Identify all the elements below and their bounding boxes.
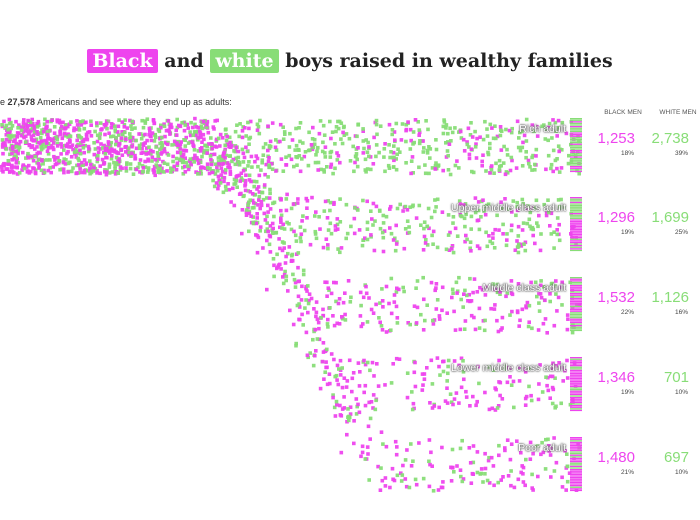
band-end-cap-3	[570, 357, 582, 412]
black-count-label: 1,480	[597, 449, 635, 466]
white-percent-label: 10%	[674, 469, 688, 476]
black-percent-label: 19%	[620, 389, 634, 396]
black-percent-label: 18%	[620, 150, 634, 157]
white-percent-label: 16%	[674, 309, 688, 316]
white-count-label: 701	[663, 369, 689, 386]
title-rest: boys raised in wealthy families	[285, 50, 613, 72]
band-label: Poor adult	[518, 441, 566, 454]
black-count-label: 1,296	[597, 209, 635, 226]
black-count-label: 1,346	[597, 369, 635, 386]
subtitle-prefix: e	[0, 97, 6, 107]
band-end-cap-2	[570, 277, 582, 332]
band-label: Upper middle class adult	[451, 201, 566, 214]
band-label: Rich adult	[519, 123, 566, 135]
black-percent-label: 22%	[620, 309, 634, 316]
white-count-label: 1,126	[651, 289, 689, 306]
white-count-label: 697	[663, 449, 689, 466]
black-count-label: 1,532	[597, 289, 635, 306]
subtitle-suffix: Americans and see where they end up as a…	[37, 97, 232, 107]
band-end-cap-1	[570, 197, 582, 252]
title-white-highlight: white	[210, 49, 279, 73]
white-percent-label: 25%	[674, 229, 688, 236]
band-label: Lower middle class adult	[451, 361, 566, 374]
particle-field	[0, 116, 582, 493]
white-percent-label: 10%	[674, 389, 688, 396]
column-header-white: WHITE MEN	[659, 109, 697, 116]
band-end-cap-4	[570, 437, 582, 492]
column-header-black: BLACK MEN	[604, 109, 642, 116]
chart-title: Black and white boys raised in wealthy f…	[0, 49, 700, 73]
title-black-highlight: Black	[87, 49, 158, 73]
white-percent-label: 39%	[674, 150, 688, 157]
band-label: Middle class adult	[482, 281, 566, 294]
black-percent-label: 19%	[620, 229, 634, 236]
black-count-label: 1,253	[597, 130, 635, 147]
white-count-label: 1,699	[651, 209, 689, 226]
subtitle-count: 27,578	[7, 97, 36, 107]
white-count-label: 2,738	[651, 130, 689, 147]
chart-subtitle: e 27,578 Americans and see where they en…	[0, 97, 232, 107]
band-end-cap-0	[570, 118, 582, 173]
black-percent-label: 21%	[620, 469, 634, 476]
title-and: and	[164, 50, 204, 72]
